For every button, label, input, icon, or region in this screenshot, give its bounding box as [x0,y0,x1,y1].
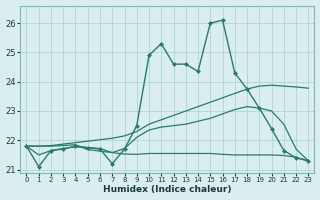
X-axis label: Humidex (Indice chaleur): Humidex (Indice chaleur) [103,185,232,194]
